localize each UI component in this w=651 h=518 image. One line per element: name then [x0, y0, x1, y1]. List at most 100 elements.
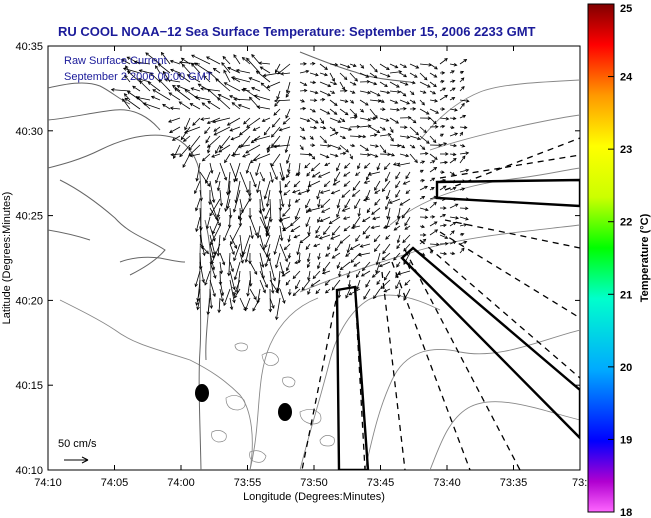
current-vector-head — [178, 60, 183, 65]
current-vector — [249, 77, 261, 83]
current-vector — [349, 108, 357, 117]
current-vector-head — [228, 214, 233, 219]
current-vector-head — [294, 199, 299, 203]
y-tick-label: 40:30 — [15, 126, 43, 138]
current-vector-head — [205, 225, 210, 230]
current-vector — [199, 261, 205, 283]
current-vector — [366, 171, 371, 180]
current-vector-head — [313, 125, 318, 130]
current-vector-head — [326, 111, 331, 115]
current-vector-head — [376, 129, 381, 134]
current-vector-head — [276, 96, 280, 100]
current-vector-head — [217, 222, 221, 227]
current-vector — [332, 252, 341, 259]
current-vector — [345, 252, 351, 257]
current-vector-head — [275, 316, 279, 321]
current-vector — [363, 288, 371, 300]
current-vector — [197, 297, 201, 310]
current-vector-head — [374, 248, 378, 252]
current-vector-head — [217, 97, 221, 101]
current-vector — [279, 216, 291, 221]
current-vector-head — [315, 290, 320, 295]
current-vector — [389, 90, 401, 93]
current-vector-head — [376, 281, 380, 285]
current-vector — [409, 153, 418, 163]
current-vector — [212, 216, 221, 234]
current-vector — [205, 171, 211, 184]
current-vector-head — [316, 195, 320, 200]
current-vector — [397, 162, 411, 166]
current-vector — [449, 133, 458, 137]
current-vector-head — [270, 179, 274, 184]
current-vector-head — [350, 259, 355, 263]
current-vector-head — [290, 228, 295, 232]
current-vector-head — [333, 102, 338, 107]
current-vector — [315, 225, 321, 234]
current-vector — [219, 279, 224, 296]
current-vector — [209, 180, 215, 203]
current-vector-head — [434, 156, 438, 160]
current-vector — [217, 97, 231, 110]
current-vector — [288, 234, 291, 242]
current-vector — [330, 234, 341, 240]
current-vector-head — [304, 164, 308, 169]
current-vector — [271, 126, 281, 138]
current-vector — [266, 189, 271, 207]
current-vector-head — [253, 296, 257, 301]
current-vector-head — [382, 149, 387, 154]
current-vector — [389, 99, 398, 104]
current-vector — [348, 279, 351, 288]
current-vector — [145, 52, 161, 65]
current-vector-head — [442, 185, 447, 189]
current-vector-head — [212, 251, 217, 256]
current-vector — [173, 144, 181, 159]
current-vector — [379, 117, 389, 122]
current-vector — [365, 234, 371, 239]
current-vector — [339, 135, 346, 139]
current-vector-head — [178, 101, 183, 105]
current-vector — [273, 108, 281, 116]
current-vector-head — [260, 264, 265, 268]
current-vector — [350, 252, 361, 263]
current-vector-head — [365, 235, 370, 239]
current-vector — [285, 90, 291, 98]
current-vector — [404, 216, 411, 226]
current-vector-head — [365, 74, 370, 78]
current-vector — [209, 243, 214, 259]
current-vector — [459, 241, 467, 245]
current-vector — [349, 81, 356, 86]
current-vector-head — [206, 311, 210, 316]
current-vector — [449, 241, 457, 245]
current-vector — [449, 216, 459, 219]
current-vector — [199, 207, 202, 231]
current-vector — [343, 171, 351, 177]
current-vector — [222, 56, 231, 65]
current-vector — [188, 144, 201, 156]
current-vector-head — [150, 95, 155, 100]
current-vector — [360, 243, 371, 247]
current-vector — [305, 198, 311, 208]
current-vector — [439, 234, 448, 239]
current-vector — [259, 270, 268, 288]
current-vector-head — [318, 236, 323, 240]
current-vector — [258, 62, 271, 65]
current-vector — [459, 207, 468, 209]
current-vector — [161, 52, 171, 65]
current-vector-head — [287, 204, 292, 208]
current-vector-head — [197, 83, 202, 87]
current-vector-head — [348, 291, 353, 296]
current-vector-head — [404, 282, 409, 286]
current-vector-head — [433, 221, 438, 225]
current-vector-head — [398, 70, 403, 74]
current-vector — [325, 279, 331, 286]
current-vector — [349, 90, 355, 94]
current-vector-head — [195, 302, 199, 307]
current-vector-head — [421, 101, 425, 106]
current-vector — [369, 126, 380, 133]
current-vector-head — [253, 138, 257, 142]
current-vector-head — [396, 215, 401, 220]
current-vector — [359, 99, 369, 106]
current-vector — [373, 288, 381, 299]
current-vector-head — [403, 297, 407, 301]
current-vector — [239, 234, 244, 258]
